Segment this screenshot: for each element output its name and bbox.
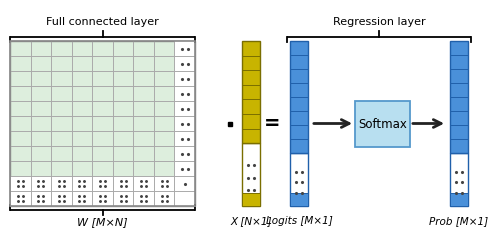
Bar: [450, 193, 468, 206]
Bar: [174, 41, 195, 206]
Bar: [242, 193, 260, 206]
Text: Full connected layer: Full connected layer: [46, 17, 159, 27]
Text: Softmax: Softmax: [358, 117, 407, 131]
Bar: [242, 41, 260, 143]
Bar: [10, 176, 174, 206]
Bar: [450, 153, 468, 206]
Bar: [242, 143, 260, 206]
Bar: [450, 41, 468, 153]
Text: X [N×1]: X [N×1]: [230, 216, 272, 226]
Text: Regression layer: Regression layer: [332, 17, 426, 27]
Bar: [10, 41, 195, 206]
Bar: [10, 41, 195, 206]
Text: =: =: [264, 114, 280, 133]
Bar: [290, 193, 308, 206]
Text: Prob [M×1]: Prob [M×1]: [430, 216, 488, 226]
Bar: [290, 153, 308, 206]
Text: Logits [M×1]: Logits [M×1]: [266, 216, 332, 226]
Bar: [290, 41, 308, 153]
Text: W [M×N]: W [M×N]: [77, 217, 128, 227]
Bar: [355, 101, 410, 147]
